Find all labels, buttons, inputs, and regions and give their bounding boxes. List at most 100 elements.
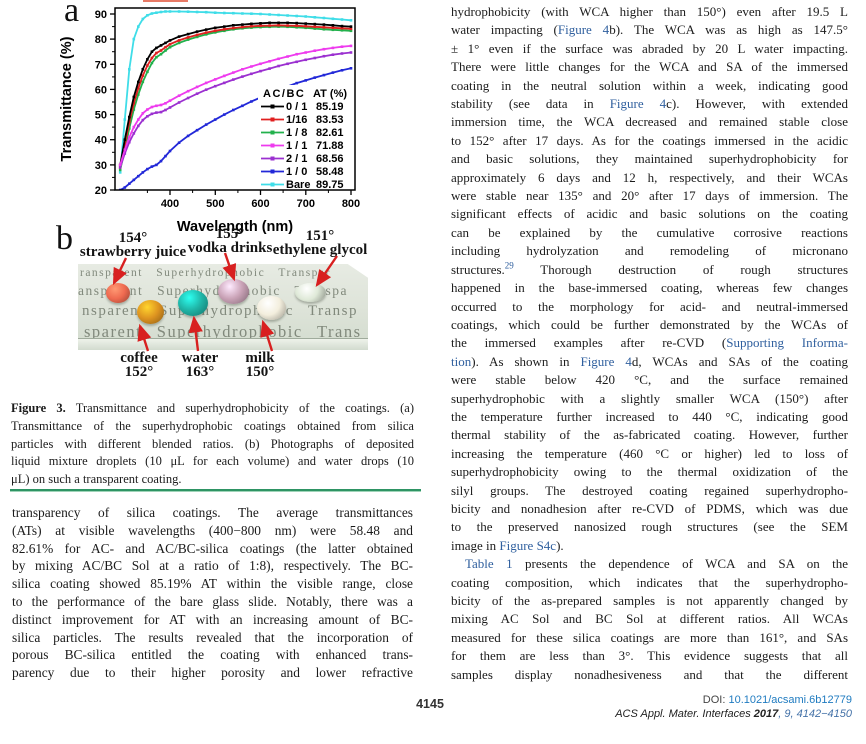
inline-reference-link[interactable]: Figure 4 <box>609 96 667 112</box>
left-text-column: transparency of silica coatings. The ave… <box>12 504 413 682</box>
data-point-marker <box>204 81 208 85</box>
data-point-marker <box>177 35 181 38</box>
data-point-marker <box>322 26 326 29</box>
citation-superscript-link[interactable]: 29 <box>504 260 514 271</box>
data-point-marker <box>241 75 244 78</box>
legend-series-name: Bare <box>286 179 310 191</box>
text-line: superhydrophobicity owing to the thermal… <box>451 463 848 481</box>
text-line: superhydrophobic with a slightly smaller… <box>451 390 848 408</box>
y-tick-label: 60 <box>95 84 107 96</box>
footer-citation: DOI: 10.1021/acsami.6b12779 ACS Appl. Ma… <box>615 694 852 721</box>
doi-link[interactable]: 10.1021/acsami.6b12779 <box>728 694 852 706</box>
legend-header: AC/BC <box>263 88 305 100</box>
droplet-label-water: water 163° <box>182 351 219 379</box>
data-point-marker <box>313 56 317 60</box>
data-point-marker <box>128 127 131 130</box>
y-tick-label: 70 <box>95 59 107 71</box>
data-point-marker <box>313 16 317 19</box>
data-point-marker <box>331 28 335 32</box>
data-point-marker <box>340 69 344 72</box>
text-line: the temperature further increased to 440… <box>451 408 848 426</box>
text-line: Figure 3. Transmittance and superhydroph… <box>11 400 414 418</box>
data-point-marker <box>349 51 353 54</box>
data-point-marker <box>331 24 335 27</box>
data-point-marker <box>250 72 253 76</box>
data-point-marker <box>168 45 172 49</box>
data-point-marker <box>123 148 127 152</box>
data-point-marker <box>241 12 244 15</box>
legend-header: AT (%) <box>313 88 347 100</box>
data-point-marker <box>137 25 140 28</box>
data-point-marker <box>331 71 335 74</box>
droplet-label-vodka: 155° vodka drinks <box>188 227 273 255</box>
data-point-marker <box>123 118 127 121</box>
data-point-marker <box>132 37 136 41</box>
text-segment: the temperature further increased to 440… <box>451 408 848 424</box>
data-point-marker <box>146 167 149 171</box>
glass-slide-edge <box>78 338 368 350</box>
droplet-label-glycol: 151° ethylene glycol <box>273 229 368 257</box>
x-tick-label: 700 <box>297 198 315 210</box>
data-point-marker <box>195 85 199 89</box>
data-point-marker <box>186 38 190 41</box>
series-line <box>119 24 352 168</box>
data-point-marker <box>204 28 208 31</box>
data-point-marker <box>195 30 199 33</box>
text-segment: thermal stability of the as-fabricated c… <box>451 427 848 443</box>
data-point-marker <box>141 112 145 115</box>
text-segment: hydrophobicity (with WCA higher than 150… <box>451 4 848 19</box>
text-line: transparency of silica coatings. The ave… <box>12 504 413 522</box>
text-segment: Figure 3. <box>11 401 66 415</box>
data-point-marker <box>177 141 181 144</box>
text-line: silyl groups. The destroyed coating rega… <box>451 482 848 500</box>
inline-reference-link[interactable]: Figure S4c <box>499 537 557 553</box>
data-point-marker <box>204 123 208 126</box>
inline-reference-link[interactable]: Table 1 <box>465 556 513 572</box>
text-segment: by mixing AC/BC Sol at a ratio of 1:8), … <box>12 558 413 574</box>
legend-series-name: 1 / 8 <box>286 127 307 139</box>
text-line: happened in the base-immersed coating, w… <box>451 279 848 297</box>
data-point-marker <box>331 17 335 21</box>
data-point-marker <box>313 49 317 52</box>
data-point-marker <box>204 31 208 34</box>
data-point-marker <box>195 33 199 37</box>
data-point-marker <box>141 74 145 77</box>
droplet-milk <box>257 296 286 320</box>
inline-reference-link[interactable]: Figure 4 <box>580 353 632 369</box>
data-point-marker <box>241 104 244 108</box>
data-point-marker <box>304 26 307 30</box>
label-line: 150° <box>245 363 275 380</box>
inline-reference-link[interactable]: Figure 4 <box>557 22 610 38</box>
text-segment: parency due to their higher porosity and… <box>12 665 413 681</box>
data-point-marker <box>137 118 140 121</box>
data-point-marker <box>195 128 199 132</box>
text-line: to the preserved nanosized rough structu… <box>451 518 848 536</box>
data-point-marker <box>232 71 235 74</box>
data-point-marker <box>168 99 172 102</box>
data-point-marker <box>132 102 136 105</box>
data-point-marker <box>164 49 167 52</box>
data-point-marker <box>304 79 307 82</box>
y-tick-label: 80 <box>95 34 107 46</box>
label-line: 152° <box>124 363 154 380</box>
data-point-marker <box>177 41 181 45</box>
data-point-marker <box>286 24 289 27</box>
data-point-marker <box>322 23 326 26</box>
data-point-marker <box>132 108 136 111</box>
section-divider <box>10 489 421 492</box>
text-segment: particles with different blended ratios.… <box>11 436 414 451</box>
inline-reference-link[interactable]: Supporting Informa- <box>726 335 848 351</box>
inline-reference-link[interactable]: tion <box>451 353 472 369</box>
label-line: coffee <box>120 350 158 366</box>
droplet-coffee <box>137 300 164 324</box>
y-tick-label: 90 <box>95 9 107 21</box>
data-point-marker <box>159 110 163 114</box>
legend-series-value: 85.19 <box>316 101 344 113</box>
data-point-marker <box>331 46 335 50</box>
data-point-marker <box>159 159 163 163</box>
text-segment: stability (see data in <box>451 96 610 112</box>
data-point-marker <box>155 55 158 59</box>
data-point-marker <box>349 27 353 31</box>
text-line: μL) on such a transparent coating. <box>11 471 414 489</box>
x-axis-title: Wavelength (nm) <box>177 219 293 234</box>
